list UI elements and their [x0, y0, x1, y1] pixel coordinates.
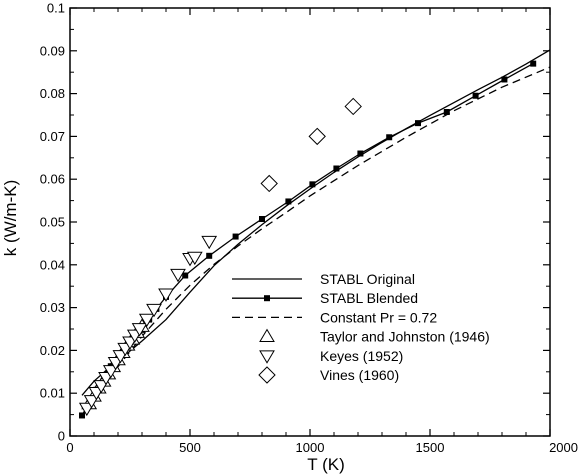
data-point: [285, 198, 292, 205]
legend-label: Vines (1960): [320, 367, 399, 383]
data-point: [443, 109, 450, 116]
x-axis: 0 500 1000 1500 2000: [66, 8, 578, 455]
legend-item: Constant Pr = 0.72: [232, 309, 437, 325]
y-tick-label: 0.1: [47, 1, 65, 16]
data-point: [259, 328, 275, 342]
data-point: [530, 60, 537, 67]
data-point: [206, 252, 213, 259]
series-layer: [78, 49, 551, 419]
series-1: [79, 60, 537, 419]
y-tick-label: 0.04: [40, 257, 65, 272]
data-point: [472, 92, 479, 99]
data-point: [93, 380, 110, 394]
legend-label: STABL Blended: [320, 290, 418, 306]
y-tick-label: 0.03: [40, 300, 65, 315]
plot-border: [69, 7, 551, 437]
data-point: [146, 303, 162, 318]
data-point: [158, 288, 174, 302]
legend-label: STABL Original: [320, 271, 415, 287]
data-point: [259, 350, 275, 364]
data-point: [102, 365, 119, 379]
legend-label: Keyes (1952): [320, 348, 403, 364]
data-point: [415, 120, 421, 127]
legend-item: Keyes (1952): [259, 348, 403, 364]
legend-item: Taylor and Johnston (1946): [259, 328, 490, 345]
y-tick-label: 0.02: [40, 343, 65, 358]
data-point: [357, 150, 364, 157]
y-tick-label: 0.05: [40, 215, 65, 230]
y-tick-label: 0.07: [40, 129, 65, 144]
data-point: [186, 251, 203, 266]
series-4: [78, 235, 218, 417]
data-point: [309, 181, 316, 188]
x-tick-label: 1500: [416, 440, 445, 455]
y-tick-label: 0.06: [40, 172, 65, 187]
legend-label: Taylor and Johnston (1946): [320, 329, 490, 345]
series-0: [81, 49, 551, 396]
data-point: [138, 313, 155, 328]
series-line: [81, 49, 551, 396]
series-line: [81, 63, 534, 416]
data-point: [264, 295, 270, 302]
data-point: [201, 235, 218, 250]
legend-item: Vines (1960): [258, 366, 399, 384]
series-line: [81, 66, 551, 409]
x-tick-label: 1000: [296, 440, 325, 455]
data-point: [386, 134, 393, 141]
data-point: [344, 97, 362, 116]
data-point: [259, 216, 265, 223]
data-point: [232, 233, 239, 240]
data-point: [308, 127, 326, 146]
data-point: [170, 268, 186, 283]
data-point: [260, 174, 278, 193]
y-tick-label: 0: [58, 429, 65, 444]
legend: STABL Original STABL Blended Constant Pr =…: [232, 271, 490, 384]
legend-item: STABL Blended: [232, 290, 418, 306]
legend-item: STABL Original: [232, 271, 415, 287]
series-2: [81, 66, 551, 409]
data-point: [131, 323, 148, 337]
x-axis-label: T (K): [307, 455, 344, 474]
data-point: [501, 76, 508, 83]
series-5: [260, 97, 362, 193]
plot-area: [69, 7, 551, 437]
y-tick-label: 0.09: [40, 43, 65, 58]
y-axis: 0 0.01 0.02 0.03 0.04 0.05 0.06 0.07 0.08 0.09 0.1: [40, 1, 550, 444]
y-tick-label: 0.01: [40, 386, 65, 401]
y-axis-label: k (W/m-K): [1, 180, 20, 256]
y-tick-label: 0.08: [40, 86, 65, 101]
x-tick-label: 500: [179, 440, 201, 455]
legend-label: Constant Pr = 0.72: [320, 309, 437, 325]
data-point: [79, 412, 85, 419]
data-point: [78, 402, 95, 417]
data-point: [182, 272, 189, 279]
data-point: [258, 366, 276, 384]
data-point: [83, 395, 100, 409]
x-tick-label: 2000: [549, 440, 578, 455]
data-point: [333, 165, 340, 172]
x-tick-label: 0: [66, 440, 73, 455]
